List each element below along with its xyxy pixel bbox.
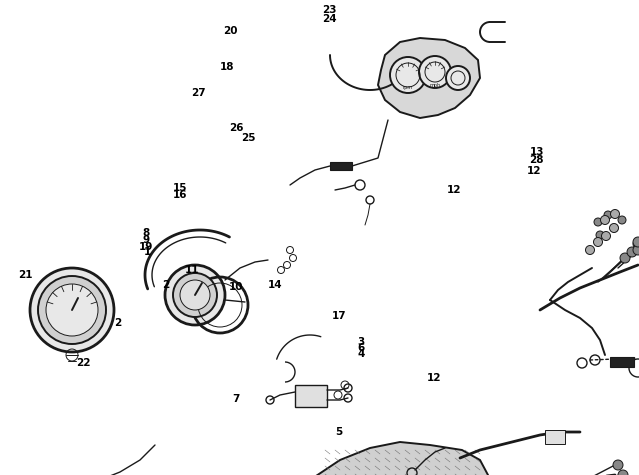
Circle shape (180, 280, 210, 310)
Text: 7: 7 (233, 394, 240, 404)
Text: 2: 2 (162, 280, 170, 290)
Text: 2: 2 (114, 318, 122, 328)
Text: 12: 12 (527, 166, 541, 176)
Text: 14: 14 (268, 280, 282, 290)
Circle shape (594, 238, 603, 247)
Circle shape (618, 216, 626, 224)
Bar (330, 162, 352, 170)
Text: 16: 16 (173, 190, 187, 200)
Text: 5: 5 (335, 427, 343, 437)
Circle shape (173, 273, 217, 317)
Text: 6: 6 (357, 343, 365, 353)
Circle shape (610, 224, 619, 232)
Text: 3: 3 (357, 337, 365, 347)
Text: 18: 18 (220, 61, 234, 72)
Text: 1: 1 (143, 247, 151, 257)
Text: 12: 12 (447, 185, 461, 195)
Circle shape (627, 247, 637, 257)
Polygon shape (378, 38, 480, 118)
Circle shape (633, 237, 639, 247)
Text: 17: 17 (332, 311, 346, 321)
Text: rpm: rpm (403, 86, 413, 91)
Circle shape (446, 66, 470, 90)
Circle shape (594, 218, 602, 226)
Text: mph: mph (429, 83, 440, 87)
Text: 27: 27 (191, 87, 205, 98)
Text: 25: 25 (241, 133, 255, 143)
Circle shape (613, 460, 623, 470)
Text: 10: 10 (229, 282, 243, 293)
Text: 13: 13 (530, 147, 544, 157)
Circle shape (601, 231, 610, 240)
Text: 22: 22 (76, 358, 90, 369)
Text: 4: 4 (357, 349, 365, 359)
Circle shape (596, 231, 604, 239)
Text: 23: 23 (322, 5, 336, 16)
Circle shape (46, 284, 98, 336)
Text: 20: 20 (223, 26, 237, 36)
Text: 19: 19 (139, 241, 153, 252)
Circle shape (633, 239, 639, 249)
Circle shape (601, 216, 610, 225)
Circle shape (618, 470, 628, 475)
Circle shape (610, 209, 619, 218)
Circle shape (633, 245, 639, 255)
Text: 8: 8 (142, 228, 150, 238)
Bar (545, 430, 565, 444)
Circle shape (604, 211, 612, 219)
Text: 28: 28 (530, 154, 544, 165)
Circle shape (38, 276, 106, 344)
Circle shape (165, 265, 225, 325)
Text: 12: 12 (427, 372, 442, 383)
Circle shape (419, 56, 451, 88)
Text: 24: 24 (322, 14, 336, 24)
Polygon shape (308, 442, 490, 475)
Text: 9: 9 (142, 235, 150, 245)
Text: 15: 15 (173, 182, 187, 193)
Circle shape (30, 268, 114, 352)
Circle shape (610, 224, 618, 232)
Circle shape (390, 57, 426, 93)
Text: 26: 26 (229, 123, 243, 133)
Circle shape (585, 246, 594, 255)
Text: 21: 21 (19, 270, 33, 281)
Bar (610, 357, 634, 367)
Text: 11: 11 (185, 265, 199, 275)
Circle shape (620, 253, 630, 263)
Bar (295, 385, 327, 407)
